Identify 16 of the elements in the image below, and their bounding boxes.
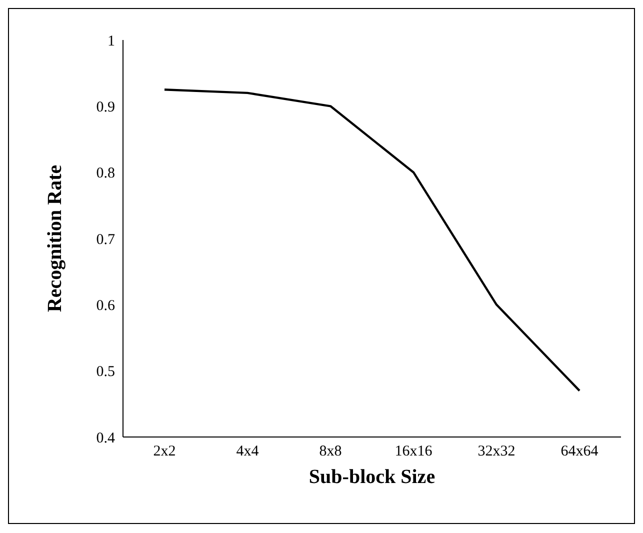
y-tick-label: 0.5	[96, 364, 115, 380]
x-tick-label: 4x4	[236, 444, 260, 460]
y-tick-label: 0.4	[96, 430, 116, 446]
line-series	[163, 88, 581, 392]
y-tick-label: 0.7	[96, 232, 116, 248]
x-axis-title: Sub-block Size	[308, 466, 436, 488]
x-tick-label: 32x32	[478, 444, 516, 460]
x-tick-label: 2x2	[153, 444, 176, 460]
y-tick-label: 1	[108, 33, 115, 50]
y-axis-title: Recognition Rate	[44, 164, 66, 312]
x-tick-label: 16x16	[394, 444, 433, 460]
y-tick-label: 0.6	[96, 298, 116, 314]
x-tick-label: 64x64	[560, 444, 599, 460]
y-tick-label: 0.8	[96, 166, 115, 182]
y-tick-label: 0.9	[96, 99, 115, 116]
x-tick-label: 8x8	[319, 444, 342, 460]
